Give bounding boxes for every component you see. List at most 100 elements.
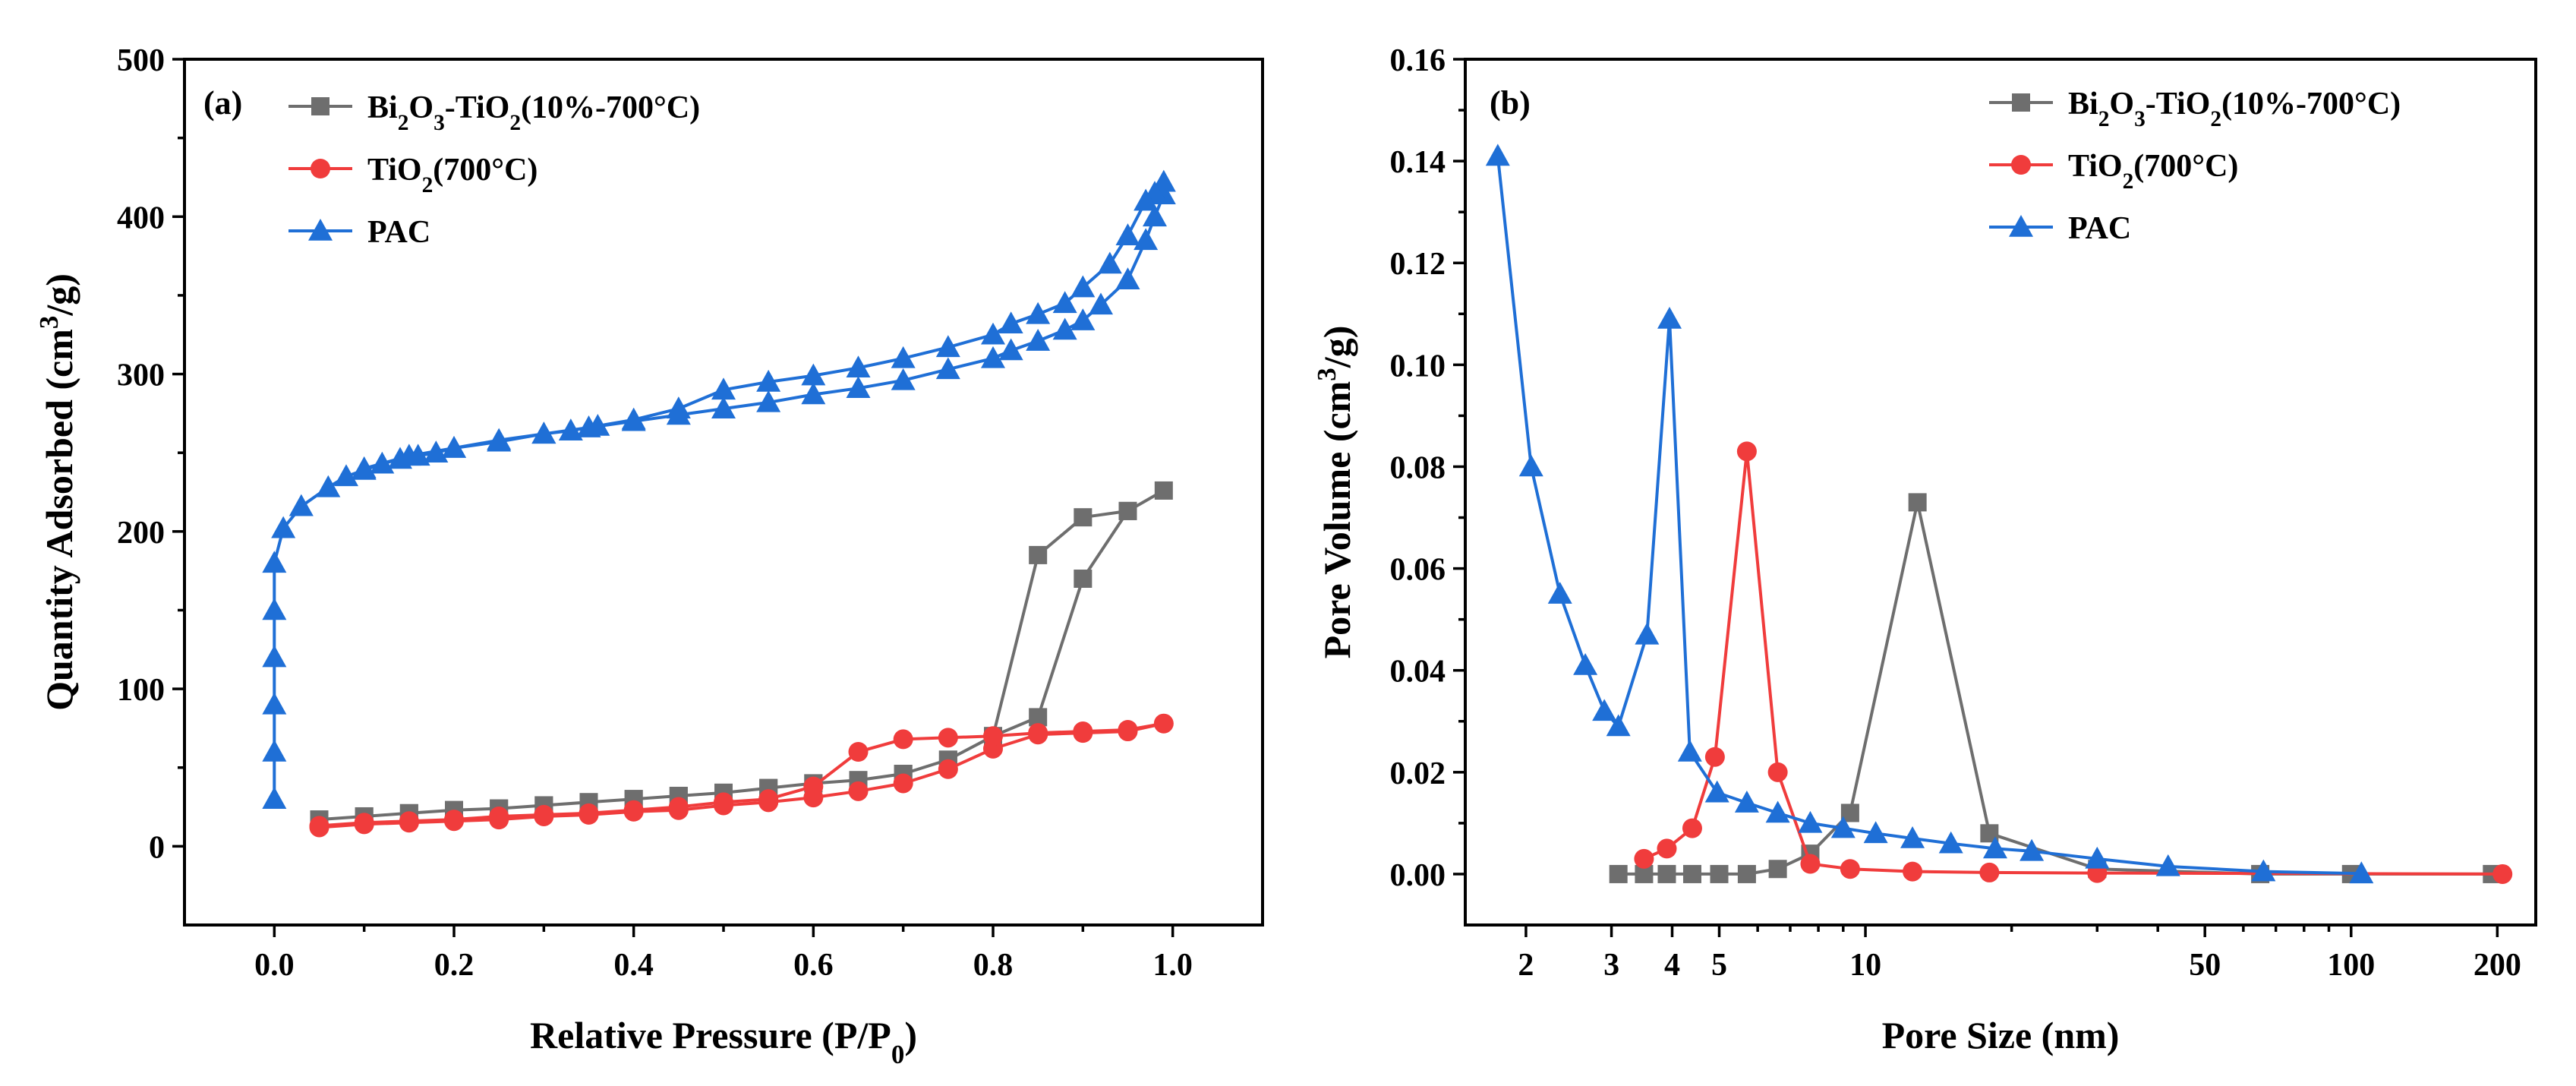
legend-label-part: 2 [422, 173, 434, 197]
panel-b-pore-distribution: 2 3 4 5 10 50 100 2000.000.020.040.060.080.100.… [1312, 43, 2537, 1056]
data-point [666, 396, 691, 418]
data-point [1938, 831, 1963, 854]
data-point [1737, 864, 1756, 883]
x-tick-label: 100 [2327, 948, 2375, 983]
data-point [711, 396, 736, 418]
data-point [891, 346, 916, 368]
series-triangle [1485, 144, 2374, 884]
legend-marker [2012, 93, 2030, 112]
data-point [1900, 826, 1925, 848]
data-point [1840, 859, 1860, 879]
panel-a-isotherm: 0.0 0.2 0.4 0.6 0.8 1.0 0 100 200 300 400 500 Relati… [34, 43, 1264, 1069]
data-point [998, 338, 1023, 361]
y-tick-label: 0.02 [1390, 756, 1446, 791]
data-point [1115, 223, 1140, 245]
data-point [1118, 501, 1137, 520]
y-tick-label: 400 [117, 200, 165, 235]
y-tick-label: 0 [149, 830, 165, 865]
data-point [756, 369, 781, 392]
data-point [1609, 864, 1628, 883]
data-point [271, 516, 296, 538]
x-axis-label-part: 0 [891, 1040, 905, 1069]
legend-label-part: 2 [2123, 169, 2134, 194]
y-axis-label-part: /g) [38, 273, 80, 317]
data-point [758, 789, 779, 810]
data-point [1657, 307, 1682, 329]
data-point [1704, 780, 1729, 803]
y-tick-label: 0.06 [1390, 553, 1446, 588]
data-point [262, 692, 287, 715]
data-point [1736, 441, 1757, 462]
legend-label: TiO2(700°C) [367, 153, 538, 197]
data-point [1026, 329, 1051, 351]
data-point [893, 729, 913, 750]
x-tick-label: 1.0 [1152, 948, 1193, 983]
data-point [801, 363, 826, 386]
data-point [262, 551, 287, 573]
data-point [1134, 228, 1159, 251]
data-point [1798, 810, 1823, 833]
legend-label-part: 3 [2134, 107, 2146, 131]
data-point [846, 355, 871, 378]
x-tick-label: 0.0 [254, 948, 295, 983]
legend-label-part: Bi [367, 90, 398, 125]
data-point [1070, 308, 1096, 330]
series-square [310, 481, 1173, 829]
data-point [621, 407, 646, 430]
data-point [444, 810, 464, 830]
data-point [623, 800, 644, 820]
legend-label: PAC [367, 215, 430, 250]
legend-marker [311, 97, 329, 115]
data-point [756, 390, 781, 412]
x-tick-label: 4 [1664, 948, 1680, 983]
x-tick-label: 3 [1603, 948, 1619, 983]
data-point [352, 456, 377, 478]
data-point [1592, 699, 1617, 721]
data-point [1908, 493, 1927, 512]
x-tick-label: 2 [1518, 948, 1534, 983]
data-point [1143, 204, 1167, 227]
data-point [1118, 719, 1138, 740]
data-point [534, 804, 554, 825]
data-point [848, 742, 869, 762]
legend-label-part: (700°C) [2133, 149, 2238, 184]
data-point [1982, 836, 2007, 859]
legend-label-part: 2 [2098, 107, 2110, 131]
legend-label-part: O [408, 90, 434, 125]
data-point [442, 435, 466, 458]
legend-label: Bi2O3-TiO2(10%-700°C) [367, 90, 700, 135]
legend-label-part: TiO [367, 153, 422, 188]
y-axis-label-part: 3 [1312, 368, 1342, 381]
data-point [938, 759, 958, 779]
legend-label: PAC [2068, 211, 2131, 246]
data-point [1485, 144, 1510, 166]
data-point [935, 335, 960, 358]
data-point [981, 322, 1005, 345]
data-point [1765, 800, 1790, 823]
y-axis-label: Quantity Adsorbed (cm3/g) [34, 273, 81, 711]
legend-label-part: (700°C) [433, 153, 538, 188]
data-point [1635, 622, 1660, 645]
data-point [1682, 864, 1701, 883]
data-point [2155, 854, 2180, 876]
x-axis-label-part: Pore Size (nm) [1882, 1014, 2120, 1056]
data-point [531, 421, 557, 444]
x-axis-label-part: Relative Pressure (P/P [530, 1014, 891, 1056]
legend-label-part: PAC [2068, 211, 2131, 246]
legend-label: TiO2(700°C) [2068, 149, 2238, 194]
data-point [1074, 508, 1093, 527]
y-tick-label: 0.08 [1390, 450, 1446, 485]
series-line [273, 180, 1165, 800]
data-point [585, 413, 610, 436]
data-point [1153, 713, 1174, 734]
y-tick-label: 500 [117, 43, 165, 78]
y-axis-label-part: Quantity Adsorbed (cm [38, 329, 80, 711]
data-point [1903, 861, 1923, 882]
data-point [891, 368, 916, 390]
data-point [1089, 292, 1113, 315]
series-line [319, 488, 1165, 822]
y-tick-label: 0.12 [1390, 247, 1446, 282]
plot-frame [1464, 58, 2537, 927]
x-tick-label: 0.2 [434, 948, 475, 983]
series-circle [1634, 441, 2513, 884]
